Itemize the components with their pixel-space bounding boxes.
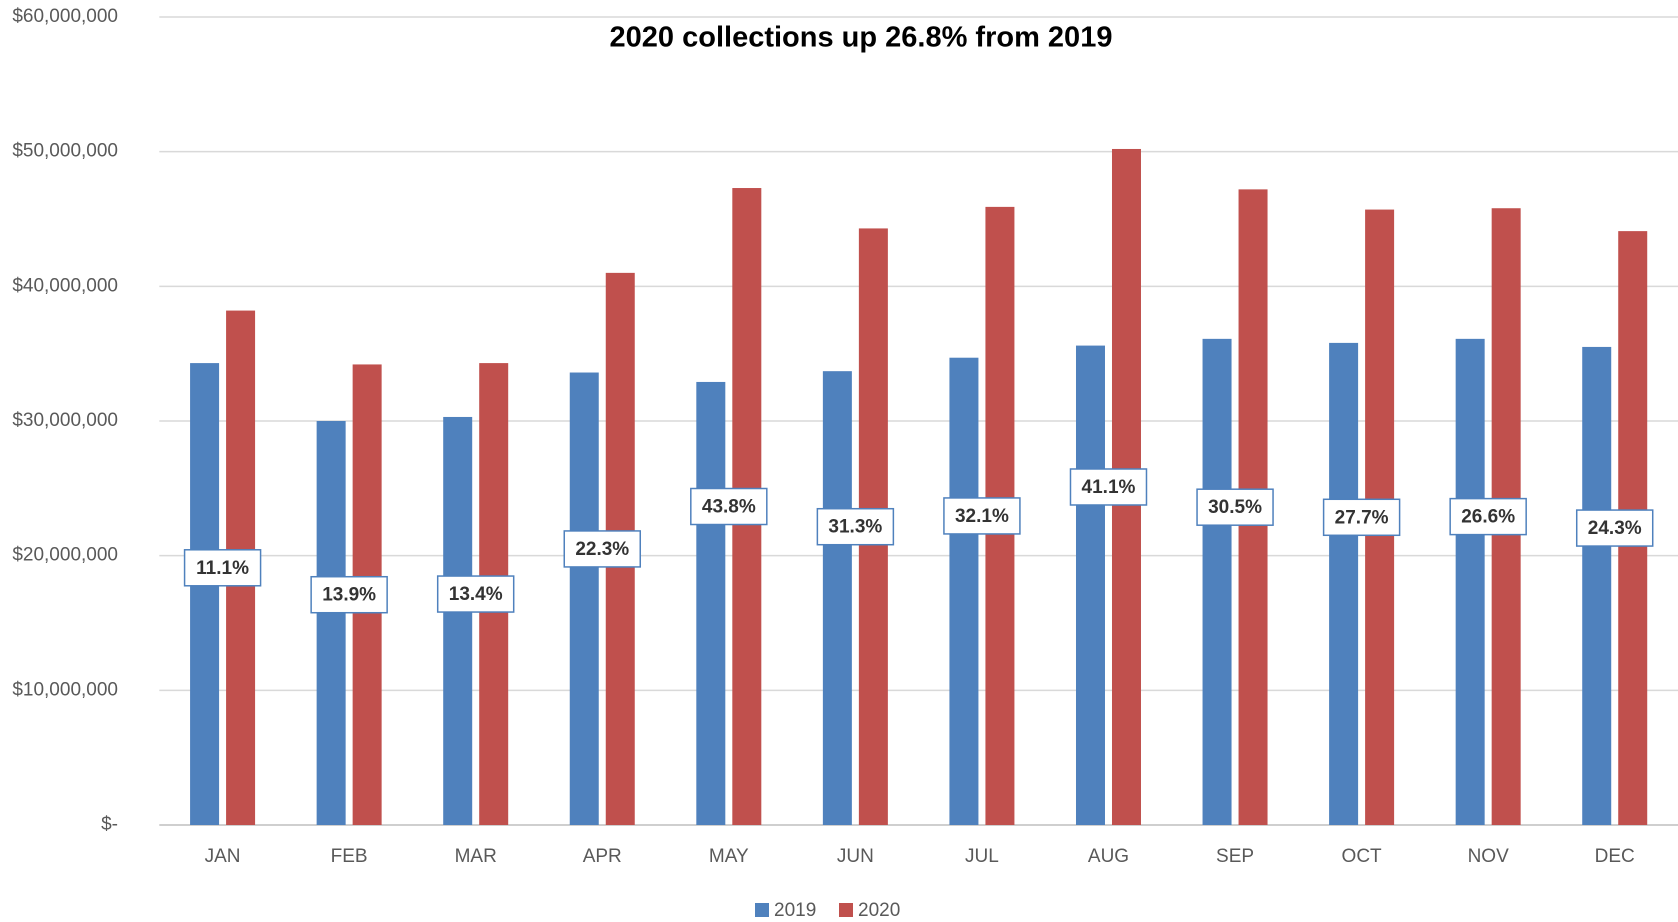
bar	[949, 357, 979, 825]
bar	[443, 416, 473, 825]
x-tick-label: JUL	[965, 846, 999, 867]
bar	[190, 363, 220, 825]
data-label-box	[1449, 497, 1527, 536]
x-tick-label: MAR	[455, 846, 497, 867]
legend-swatch	[839, 903, 853, 917]
x-tick-label: APR	[583, 846, 622, 867]
y-tick-label: $60,000,000	[12, 6, 118, 27]
data-label-box	[1196, 488, 1274, 526]
data-label: 27.7%	[1335, 507, 1389, 528]
bar	[569, 372, 599, 825]
x-tick-label: NOV	[1468, 846, 1510, 867]
data-label: 32.1%	[955, 506, 1009, 527]
data-label-box	[563, 530, 642, 568]
bar	[696, 381, 726, 825]
data-label-box	[436, 575, 515, 613]
x-tick-label: JAN	[205, 846, 241, 867]
chart-title: 2020 collections up 26.8% from 2019	[610, 22, 1113, 54]
data-label-box	[816, 507, 895, 546]
y-tick-label: $-	[101, 814, 118, 835]
y-tick-label: $10,000,000	[12, 679, 118, 700]
data-label: 22.3%	[575, 539, 629, 560]
data-label-box	[690, 487, 768, 526]
legend-label: 2019	[774, 900, 816, 921]
legend-label: 2020	[858, 900, 900, 921]
bar	[316, 421, 346, 825]
data-label-box	[1322, 498, 1401, 537]
data-label: 11.1%	[196, 558, 249, 579]
bar	[1202, 338, 1232, 825]
bar	[1455, 338, 1485, 825]
y-tick-label: $50,000,000	[12, 141, 118, 162]
data-label: 31.3%	[828, 517, 882, 538]
x-tick-label: JUN	[837, 846, 874, 867]
data-label-box	[310, 575, 388, 614]
data-label-box	[1575, 509, 1654, 547]
data-label: 26.6%	[1461, 507, 1515, 528]
data-label-box	[183, 549, 262, 587]
x-tick-label: SEP	[1216, 846, 1254, 867]
legend-swatch	[755, 903, 769, 917]
bar	[822, 371, 852, 825]
x-tick-label: MAY	[709, 846, 749, 867]
x-tick-label: AUG	[1088, 846, 1129, 867]
data-label: 13.9%	[322, 585, 376, 606]
bar	[1329, 342, 1359, 825]
y-tick-label: $20,000,000	[12, 545, 118, 566]
data-label: 41.1%	[1082, 477, 1136, 498]
x-tick-label: FEB	[331, 846, 368, 867]
bar	[1075, 345, 1105, 825]
data-label: 13.4%	[449, 584, 503, 605]
data-label-box	[1069, 468, 1148, 506]
y-tick-label: $40,000,000	[12, 275, 118, 296]
y-tick-label: $30,000,000	[12, 410, 118, 431]
x-tick-label: OCT	[1342, 846, 1383, 867]
data-label: 24.3%	[1588, 518, 1642, 539]
data-label: 43.8%	[702, 497, 756, 518]
x-tick-label: DEC	[1595, 846, 1635, 867]
bar	[1582, 346, 1612, 825]
data-label-box	[943, 497, 1021, 535]
data-label: 30.5%	[1208, 497, 1262, 518]
